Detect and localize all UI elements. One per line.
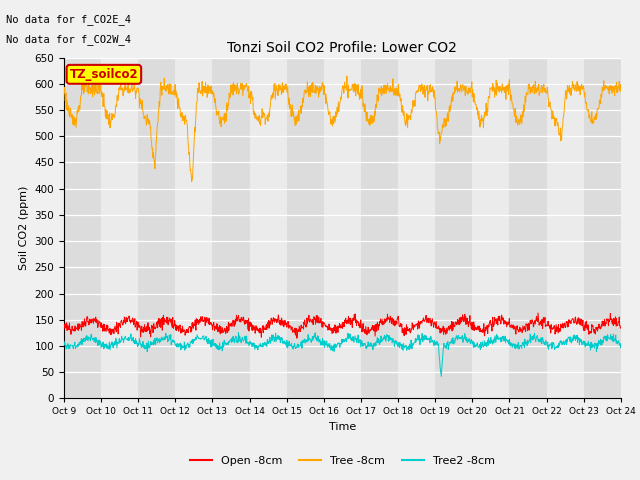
Bar: [509, 58, 547, 398]
Text: No data for f_CO2W_4: No data for f_CO2W_4: [6, 34, 131, 45]
X-axis label: Time: Time: [329, 422, 356, 432]
Bar: [101, 58, 138, 398]
Bar: [584, 58, 621, 398]
Title: Tonzi Soil CO2 Profile: Lower CO2: Tonzi Soil CO2 Profile: Lower CO2: [227, 41, 458, 55]
Bar: [138, 58, 175, 398]
Bar: [175, 58, 212, 398]
Text: TZ_soilco2: TZ_soilco2: [70, 68, 138, 81]
Bar: [287, 58, 324, 398]
Bar: [435, 58, 472, 398]
Legend: Open -8cm, Tree -8cm, Tree2 -8cm: Open -8cm, Tree -8cm, Tree2 -8cm: [186, 452, 499, 470]
Bar: [64, 58, 101, 398]
Bar: [250, 58, 287, 398]
Text: No data for f_CO2E_4: No data for f_CO2E_4: [6, 14, 131, 25]
Y-axis label: Soil CO2 (ppm): Soil CO2 (ppm): [19, 186, 29, 270]
Bar: [324, 58, 361, 398]
Bar: [398, 58, 435, 398]
Bar: [547, 58, 584, 398]
Bar: [472, 58, 509, 398]
Bar: [212, 58, 250, 398]
Bar: [361, 58, 398, 398]
